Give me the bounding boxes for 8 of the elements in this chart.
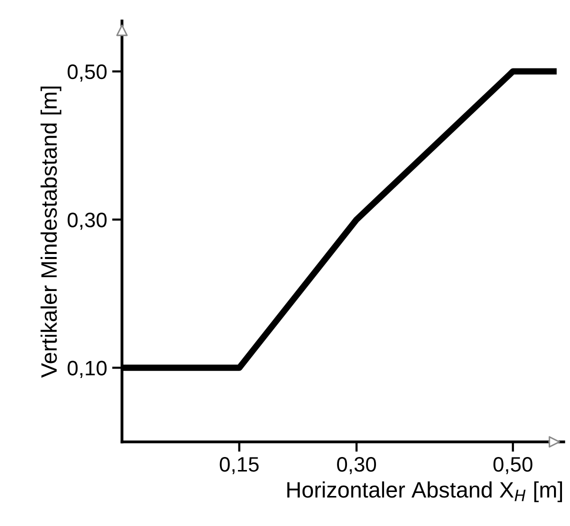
y-tick-label: 0,30	[68, 212, 107, 230]
x-tick-label: 0,15	[220, 456, 259, 474]
x-axis-title: Horizontaler Abstand X$_{H}$ [m]	[287, 481, 562, 502]
y-axis-title: Vertikaler Mindestabstand [m]	[40, 86, 62, 378]
y-tick-label: 0,50	[68, 64, 107, 82]
x-tick-label: 0,50	[493, 456, 532, 474]
x-tick-label: 0,30	[337, 456, 376, 474]
y-tick-label: 0,10	[68, 360, 107, 378]
